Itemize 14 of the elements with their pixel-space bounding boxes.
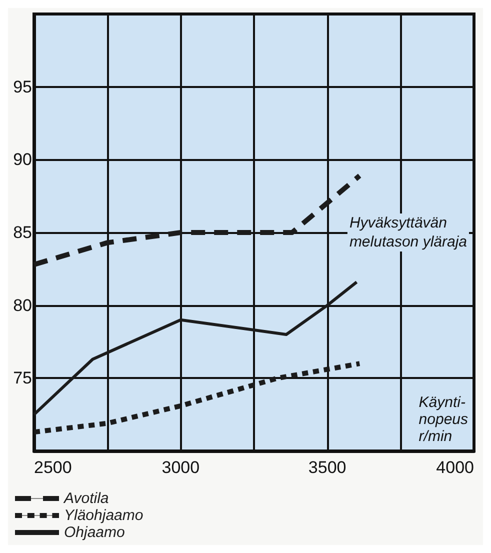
x-tick-label: 4000 (436, 458, 474, 477)
legend-label: Yläohjaamo (64, 507, 144, 524)
y-tick-label: 75 (13, 368, 32, 388)
x-tick-label: 3500 (308, 458, 346, 477)
y-tick-label: 85 (13, 223, 32, 242)
legend-label: Avotila (63, 490, 109, 507)
x-axis-title: Käynti- nopeus r/min (418, 394, 468, 445)
x-tick-label: 3000 (162, 458, 200, 477)
legend-label: Ohjaamo (64, 524, 125, 541)
annotation: Hyväksyttävän melutason yläraja (349, 214, 467, 250)
y-tick-label: 95 (13, 77, 32, 96)
y-tick-label: 90 (13, 150, 32, 170)
x-tick-label: 2500 (34, 458, 72, 477)
y-tick-label: 80 (13, 296, 32, 315)
